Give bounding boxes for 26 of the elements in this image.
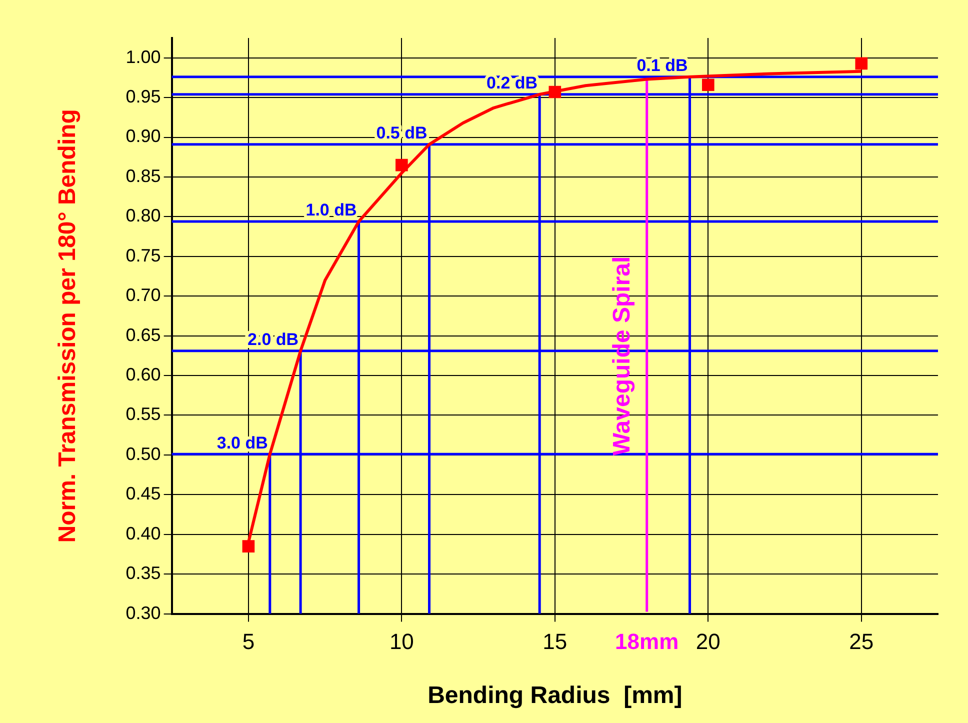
y-tick-label: 0.80 [126,206,161,226]
y-tick-label: 0.40 [126,523,161,544]
y-tick-label: 0.50 [126,444,161,464]
x-tick-label: 10 [389,629,414,654]
x-tick-label: 18mm [615,629,679,654]
x-tick-label: 25 [849,629,874,654]
y-tick-label: 0.55 [126,404,161,424]
y-tick-label: 0.45 [126,484,161,504]
y-axis-title: Norm. Transmission per 180° Bending [54,109,82,543]
x-tick-label: 5 [242,629,255,654]
y-tick-label: 0.35 [126,563,161,584]
y-tick-label: 1.00 [126,46,161,67]
y-tick-label: 0.70 [126,285,161,306]
x-tick-label: 15 [542,629,568,654]
y-tick-label: 0.65 [126,324,161,345]
y-tick-label: 0.30 [126,602,161,623]
annotation: 0.1 dB [636,56,688,76]
ref-line-label: Waveguide Spiral [608,256,636,456]
x-axis-title: Bending Radius [mm] [428,682,682,710]
y-tick-label: 0.75 [126,245,161,266]
annotation: 1.0 dB [306,200,357,220]
y-tick-label: 0.60 [126,364,161,385]
y-tick-label: 0.90 [126,126,161,146]
x-tick-label: 20 [696,629,720,654]
y-tick-label: 0.85 [126,166,161,186]
y-tick-label: 0.95 [126,86,161,107]
